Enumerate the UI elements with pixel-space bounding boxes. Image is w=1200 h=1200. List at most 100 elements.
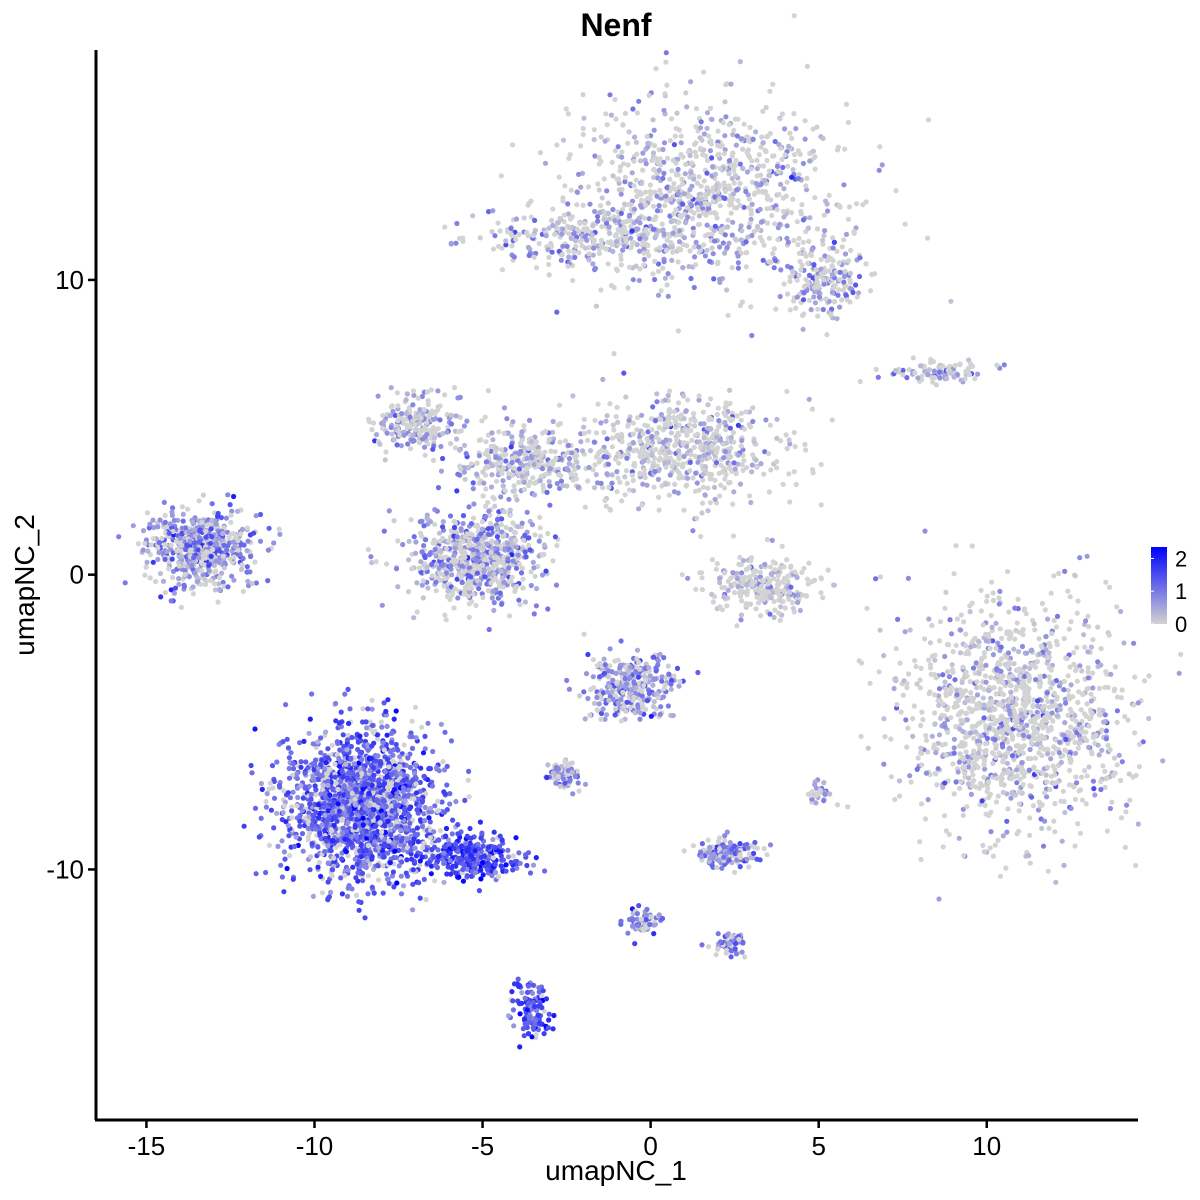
data-point — [671, 211, 677, 217]
data-point — [386, 508, 392, 514]
data-point — [140, 547, 146, 553]
data-point — [618, 256, 624, 262]
data-point — [240, 588, 246, 595]
data-point — [697, 444, 704, 451]
data-point — [636, 277, 642, 284]
data-point — [941, 813, 948, 819]
data-point — [157, 517, 163, 523]
data-point — [369, 560, 375, 566]
data-point — [433, 588, 439, 594]
data-point — [524, 471, 530, 477]
data-point — [485, 388, 491, 394]
data-point — [643, 202, 649, 208]
data-point — [368, 554, 374, 560]
data-point — [239, 526, 246, 533]
data-point — [698, 119, 704, 125]
data-point — [569, 214, 575, 220]
data-point — [656, 203, 662, 209]
data-point — [750, 571, 757, 578]
data-point — [605, 210, 612, 216]
data-point — [597, 203, 604, 209]
data-point — [835, 144, 842, 150]
data-point — [791, 13, 797, 19]
data-point — [786, 143, 792, 149]
data-point — [658, 411, 665, 418]
data-point — [239, 562, 245, 568]
data-point — [431, 435, 438, 441]
data-point — [722, 99, 728, 105]
data-point — [796, 171, 802, 178]
data-point — [611, 427, 617, 433]
data-point — [772, 221, 778, 227]
data-point — [231, 554, 237, 560]
data-point — [873, 366, 879, 372]
data-point — [688, 79, 694, 85]
data-point — [1039, 770, 1046, 776]
data-point — [811, 294, 817, 300]
data-point — [443, 546, 450, 552]
data-point — [565, 211, 572, 217]
data-point — [443, 570, 449, 576]
data-point — [640, 431, 646, 437]
data-point — [1046, 674, 1052, 680]
data-point — [735, 198, 741, 204]
data-point — [834, 316, 840, 322]
data-point — [440, 524, 446, 530]
data-point — [692, 149, 698, 155]
data-point — [509, 243, 515, 249]
data-point — [705, 508, 711, 514]
data-point — [937, 375, 943, 381]
data-point — [651, 484, 657, 490]
data-point — [116, 534, 122, 540]
data-point — [639, 412, 645, 418]
data-point — [466, 585, 473, 591]
data-point — [483, 459, 490, 465]
data-point — [689, 215, 696, 222]
data-point — [710, 185, 716, 191]
data-point — [1013, 627, 1019, 634]
data-point — [812, 300, 819, 306]
data-point — [726, 122, 732, 128]
data-point — [832, 282, 838, 288]
data-point — [555, 220, 561, 226]
data-point — [632, 134, 638, 140]
data-point — [366, 416, 372, 422]
data-point — [1021, 743, 1027, 749]
data-point — [963, 631, 969, 637]
data-point — [395, 538, 401, 544]
data-point — [919, 801, 925, 807]
data-point — [147, 521, 153, 527]
data-point — [514, 583, 520, 590]
data-point — [448, 412, 454, 418]
data-point — [748, 216, 754, 222]
data-point — [729, 153, 735, 159]
data-point — [671, 181, 677, 187]
data-point — [1118, 815, 1125, 821]
data-point — [196, 555, 202, 561]
data-point — [160, 578, 167, 584]
data-point — [805, 260, 811, 266]
data-point — [476, 480, 482, 486]
data-point — [474, 524, 481, 530]
data-point — [567, 151, 573, 158]
data-point — [717, 165, 723, 172]
data-point — [822, 228, 828, 234]
data-point — [693, 106, 700, 112]
data-point — [888, 774, 895, 780]
data-point — [623, 229, 629, 235]
data-point — [144, 510, 150, 516]
data-point — [808, 307, 814, 313]
data-point — [503, 524, 509, 531]
data-point — [676, 432, 682, 438]
data-point — [699, 457, 705, 463]
data-point — [474, 570, 480, 576]
data-point — [574, 202, 580, 208]
data-point — [705, 485, 711, 491]
data-point — [574, 226, 580, 232]
data-point — [637, 202, 644, 208]
data-point — [613, 414, 619, 420]
data-point — [430, 416, 436, 422]
data-point — [422, 452, 428, 458]
data-point — [1053, 624, 1060, 630]
data-point — [483, 503, 489, 509]
